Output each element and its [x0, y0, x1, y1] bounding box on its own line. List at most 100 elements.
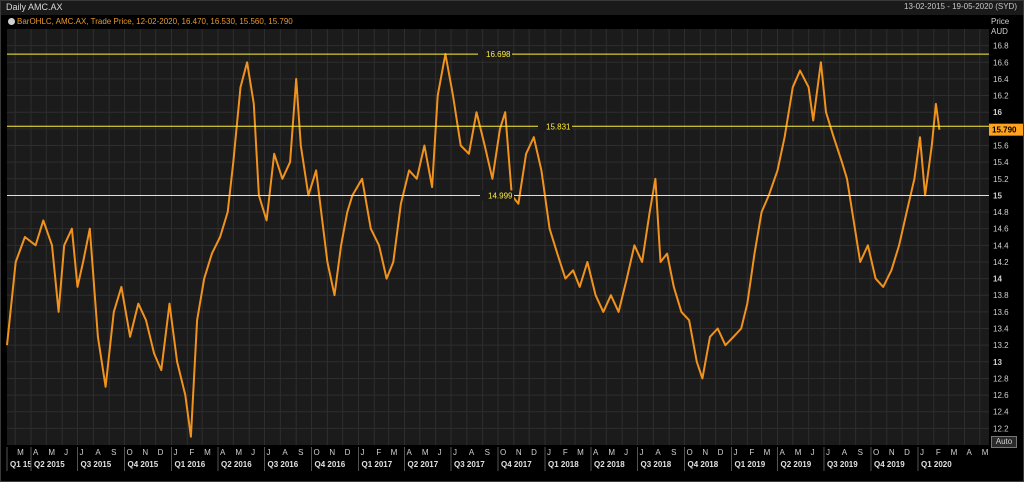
y-tick-label: 14.2: [993, 258, 1009, 267]
month-tick-label: M: [422, 448, 429, 457]
y-tick-label: 16: [993, 108, 1002, 117]
y-tick-label: 14: [993, 275, 1002, 284]
month-tick-label: F: [189, 448, 194, 457]
reference-line-label-bg: [480, 190, 514, 201]
quarter-tick-label: Q1 2016: [175, 460, 206, 469]
month-tick-label: S: [671, 448, 676, 457]
month-tick-label: N: [889, 448, 895, 457]
month-tick-label: S: [858, 448, 863, 457]
quarter-tick-label: Q4 2019: [874, 460, 905, 469]
reference-line-label: 15.831: [546, 122, 571, 131]
y-tick-label: 15.6: [993, 141, 1009, 150]
quarter-tick-label: Q4 2015: [128, 460, 159, 469]
quarter-tick-label: Q1 2018: [548, 460, 579, 469]
price-axis-header: Price AUD: [991, 17, 1009, 37]
month-tick-label: O: [314, 448, 320, 457]
month-tick-label: M: [48, 448, 55, 457]
y-tick-label: 16.4: [993, 75, 1009, 84]
month-tick-label: A: [593, 448, 599, 457]
y-tick-label: 13.4: [993, 325, 1009, 334]
month-tick-label: J: [361, 448, 365, 457]
month-tick-label: A: [282, 448, 288, 457]
month-tick-label: J: [639, 448, 643, 457]
y-tick-label: 13: [993, 358, 1002, 367]
month-tick-label: O: [500, 448, 506, 457]
month-tick-label: A: [842, 448, 848, 457]
last-price-label: 15.790: [992, 126, 1017, 135]
y-tick-label: 14.6: [993, 225, 1009, 234]
month-tick-label: D: [718, 448, 724, 457]
month-tick-label: N: [329, 448, 335, 457]
month-tick-label: N: [142, 448, 148, 457]
month-tick-label: D: [158, 448, 164, 457]
auto-scale-button[interactable]: Auto: [991, 436, 1017, 448]
month-tick-label: N: [516, 448, 522, 457]
month-tick-label: O: [873, 448, 879, 457]
month-tick-label: F: [376, 448, 381, 457]
month-tick-label: A: [469, 448, 475, 457]
month-tick-label: A: [966, 448, 972, 457]
y-tick-label: 16.6: [993, 58, 1009, 67]
y-tick-label: 15: [993, 191, 1002, 200]
month-tick-label: J: [438, 448, 442, 457]
y-tick-label: 16.2: [993, 92, 1009, 101]
quarter-tick-label: Q3 2016: [268, 460, 299, 469]
quarter-tick-label: Q2 2019: [780, 460, 811, 469]
month-tick-label: O: [686, 448, 692, 457]
month-tick-label: D: [531, 448, 537, 457]
price-series-line: [6, 53, 941, 438]
month-tick-label: S: [111, 448, 116, 457]
month-tick-label: M: [951, 448, 958, 457]
month-tick-label: M: [577, 448, 584, 457]
month-tick-label: J: [453, 448, 457, 457]
y-tick-label: 12.6: [993, 391, 1009, 400]
month-tick-label: J: [251, 448, 255, 457]
y-tick-label: 15.2: [993, 175, 1009, 184]
y-tick-label: 14.4: [993, 241, 1009, 250]
quarter-tick-label: Q4 2017: [501, 460, 532, 469]
quarter-tick-label: Q3 2019: [827, 460, 858, 469]
quarter-tick-label: Q2 2017: [408, 460, 439, 469]
quarter-tick-label: Q2 2016: [221, 460, 252, 469]
y-tick-label: 13.6: [993, 308, 1009, 317]
month-tick-label: J: [920, 448, 924, 457]
series-legend[interactable]: BarOHLC, AMC.AX, Trade Price, 12-02-2020…: [8, 17, 293, 26]
month-tick-label: A: [779, 448, 785, 457]
y-tick-label: 15.4: [993, 158, 1009, 167]
month-tick-label: D: [345, 448, 351, 457]
month-tick-label: J: [826, 448, 830, 457]
currency-label: AUD: [991, 27, 1008, 36]
month-tick-label: M: [982, 448, 989, 457]
y-tick-label: 12.2: [993, 424, 1009, 433]
month-tick-label: F: [936, 448, 941, 457]
month-tick-label: J: [624, 448, 628, 457]
month-tick-label: A: [407, 448, 413, 457]
month-tick-label: M: [17, 448, 24, 457]
month-tick-label: J: [267, 448, 271, 457]
month-tick-label: S: [298, 448, 303, 457]
quarter-tick-label: Q3 2017: [454, 460, 485, 469]
title-bar: Daily AMC.AX 13-02-2015 - 19-05-2020 (SY…: [1, 1, 1023, 15]
month-tick-label: A: [33, 448, 39, 457]
month-tick-label: M: [764, 448, 771, 457]
month-tick-label: A: [655, 448, 661, 457]
month-tick-label: J: [811, 448, 815, 457]
month-tick-label: M: [235, 448, 242, 457]
reference-line-label: 16.698: [486, 50, 511, 59]
date-range: 13-02-2015 - 19-05-2020 (SYD): [904, 2, 1017, 11]
reference-line-label: 14.999: [488, 191, 513, 200]
price-axis-label: Price: [991, 17, 1010, 26]
month-tick-label: F: [749, 448, 754, 457]
month-tick-label: S: [485, 448, 490, 457]
month-tick-label: J: [733, 448, 737, 457]
quarter-tick-label: Q4 2018: [687, 460, 718, 469]
month-tick-label: A: [95, 448, 101, 457]
reference-line-label-bg: [478, 49, 512, 60]
month-tick-label: M: [795, 448, 802, 457]
month-tick-label: J: [64, 448, 68, 457]
legend-text: BarOHLC, AMC.AX, Trade Price, 12-02-2020…: [17, 17, 293, 26]
y-tick-label: 13.8: [993, 291, 1009, 300]
month-tick-label: D: [904, 448, 910, 457]
